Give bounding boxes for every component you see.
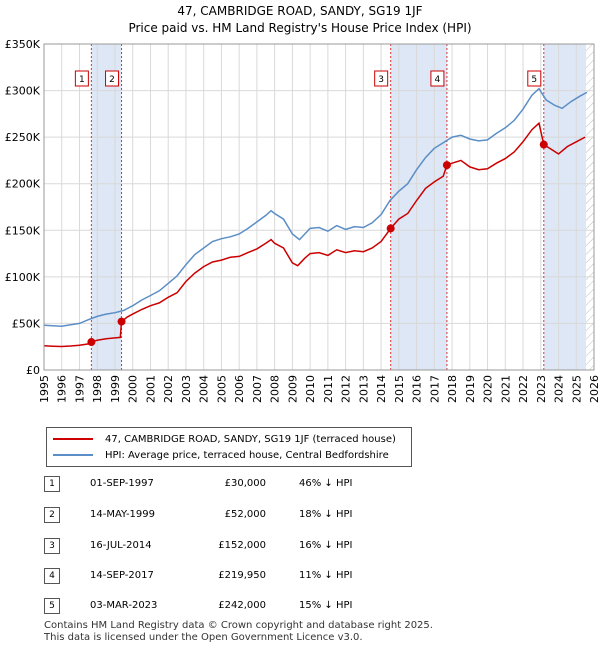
sale-number-label: 5 [531, 75, 537, 85]
sale-number-box [105, 70, 120, 87]
x-tick-label: 1998 [91, 375, 104, 403]
sale-period-shading [543, 44, 587, 370]
transaction-row: 4 14-SEP-2017 £219,950 11% ↓ HPI [44, 568, 444, 586]
x-tick-label: 1995 [38, 375, 51, 403]
x-tick-label: 2020 [482, 375, 495, 403]
x-tick-label: 2001 [144, 375, 157, 403]
transaction-row: 5 03-MAR-2023 £242,000 15% ↓ HPI [44, 598, 444, 616]
x-tick-label: 2010 [304, 375, 317, 403]
transaction-hpi-diff: 11% ↓ HPI [299, 570, 353, 581]
hpi-line [43, 87, 588, 327]
sale-point [87, 338, 96, 347]
transaction-hpi-diff: 46% ↓ HPI [299, 478, 353, 489]
sale-number-label: 2 [109, 75, 115, 85]
y-tick-label: £100K [5, 271, 41, 284]
x-tick-label: 2021 [499, 375, 512, 403]
price-chart: 1 2 3 4 5 £0 £50K £100K £150K £200K £250K £300K £350… [5, 38, 600, 403]
y-tick-label: £250K [5, 131, 41, 144]
transaction-hpi-diff: 15% ↓ HPI [299, 600, 353, 611]
x-tick-label: 1997 [73, 375, 86, 403]
transaction-row: 1 01-SEP-1997 £30,000 46% ↓ HPI [44, 476, 444, 494]
sale-point [539, 140, 548, 149]
sale-number-label: 1 [79, 75, 85, 85]
transaction-row: 2 14-MAY-1999 £52,000 18% ↓ HPI [44, 507, 444, 525]
x-tick-label: 2000 [127, 375, 140, 403]
legend-label-hpi: HPI: Average price, terraced house, Cent… [105, 449, 389, 461]
sale-period-shading [390, 44, 447, 370]
chart-legend: 47, CAMBRIDGE ROAD, SANDY, SG19 1JF (ter… [46, 427, 412, 467]
transaction-date: 01-SEP-1997 [90, 478, 154, 489]
y-tick-label: £350K [5, 38, 41, 51]
x-tick-label: 2025 [570, 375, 583, 403]
sale-point [442, 161, 451, 170]
chart-subtitle: Price paid vs. HM Land Registry's House … [128, 21, 472, 35]
x-tick-label: 2012 [340, 375, 353, 403]
legend-item-hpi: HPI: Average price, terraced house, Cent… [53, 448, 389, 462]
transaction-date: 03-MAR-2023 [90, 600, 158, 611]
transaction-date: 14-SEP-2017 [90, 570, 154, 581]
x-tick-label: 2022 [517, 375, 530, 403]
x-tick-label: 2014 [375, 375, 388, 403]
transaction-price: £52,000 [224, 509, 266, 520]
x-tick-label: 2007 [251, 375, 264, 403]
legend-label-property: 47, CAMBRIDGE ROAD, SANDY, SG19 1JF (ter… [105, 433, 396, 445]
sale-point [386, 224, 395, 233]
transaction-number: 4 [44, 568, 60, 584]
y-tick-label: £200K [5, 178, 41, 191]
x-tick-label: 2024 [553, 375, 566, 403]
x-tick-label: 1996 [56, 375, 69, 403]
sale-number-box [374, 70, 389, 87]
sale-number-box [430, 70, 445, 87]
x-tick-label: 2018 [446, 375, 459, 403]
legend-swatch-property [53, 438, 93, 440]
x-tick-label: 2016 [411, 375, 424, 403]
transaction-hpi-diff: 18% ↓ HPI [299, 509, 353, 520]
footer-licence: This data is licensed under the Open Gov… [44, 632, 363, 643]
x-tick-label: 2023 [535, 375, 548, 403]
x-tick-label: 1999 [109, 375, 122, 403]
x-tick-label: 2009 [286, 375, 299, 403]
x-tick-label: 2003 [180, 375, 193, 403]
chart-title-address: 47, CAMBRIDGE ROAD, SANDY, SG19 1JF [177, 4, 423, 18]
y-tick-label: £300K [5, 85, 41, 98]
transaction-price: £152,000 [218, 540, 266, 551]
transaction-price: £242,000 [218, 600, 266, 611]
y-tick-label: £50K [12, 317, 41, 330]
transaction-date: 14-MAY-1999 [90, 509, 156, 520]
transaction-date: 16-JUL-2014 [90, 540, 152, 551]
plot-border [43, 43, 595, 371]
x-tick-label: 2004 [198, 375, 211, 403]
x-tick-label: 2017 [428, 375, 441, 403]
transaction-price: £219,950 [218, 570, 266, 581]
legend-swatch-hpi [53, 454, 93, 456]
legend-item-property: 47, CAMBRIDGE ROAD, SANDY, SG19 1JF (ter… [53, 432, 396, 446]
sale-point [117, 317, 126, 326]
y-tick-label: £0 [26, 364, 40, 377]
x-tick-label: 2011 [322, 375, 335, 403]
sale-number-box [527, 70, 542, 87]
sale-number-label: 4 [435, 75, 441, 85]
y-tick-label: £150K [5, 224, 41, 237]
transaction-number: 3 [44, 538, 60, 554]
x-tick-label: 2002 [162, 375, 175, 403]
transaction-hpi-diff: 16% ↓ HPI [299, 540, 353, 551]
transaction-number: 1 [44, 476, 60, 492]
x-tick-label: 2015 [393, 375, 406, 403]
x-tick-label: 2005 [215, 375, 228, 403]
forecast-hatch-area [586, 44, 594, 370]
transaction-number: 5 [44, 598, 60, 614]
transaction-row: 3 16-JUL-2014 £152,000 16% ↓ HPI [44, 538, 444, 556]
x-tick-label: 2006 [233, 375, 246, 403]
footer-copyright: Contains HM Land Registry data © Crown c… [44, 620, 433, 631]
sale-number-label: 3 [378, 75, 384, 85]
transaction-number: 2 [44, 507, 60, 523]
x-tick-label: 2013 [357, 375, 370, 403]
x-tick-label: 2019 [464, 375, 477, 403]
sale-period-shading [91, 44, 122, 370]
sale-number-box [74, 70, 89, 87]
x-tick-label: 2008 [269, 375, 282, 403]
transaction-price: £30,000 [224, 478, 266, 489]
x-tick-label: 2026 [588, 375, 600, 403]
plot-area [44, 44, 594, 370]
